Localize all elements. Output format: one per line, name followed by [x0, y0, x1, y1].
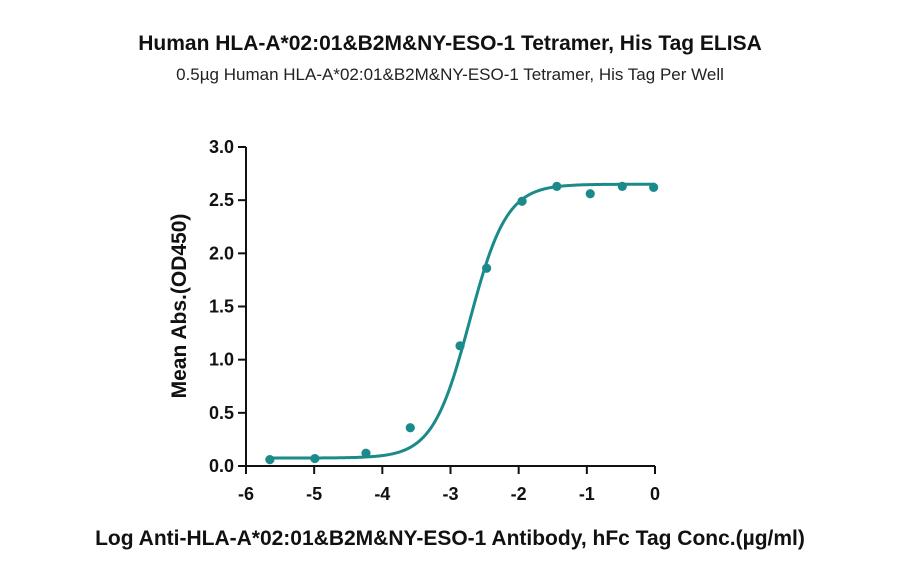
data-point	[455, 341, 465, 351]
x-tick-label: -6	[238, 484, 254, 504]
y-tick-label: 3.0	[209, 137, 234, 157]
data-point	[405, 423, 415, 433]
x-tick-label: -1	[579, 484, 595, 504]
x-tick-label: -4	[374, 484, 390, 504]
data-point	[310, 453, 320, 464]
y-tick-label: 0.5	[209, 403, 234, 423]
data-point	[585, 189, 595, 199]
data-point	[617, 181, 627, 191]
data-point	[517, 196, 527, 206]
x-tick-label: 0	[650, 484, 660, 504]
y-tick-label: 0.0	[209, 456, 234, 476]
fit-curve	[266, 182, 655, 460]
y-tick-label: 2.0	[209, 243, 234, 263]
x-tick-label: -2	[511, 484, 527, 504]
plot-area: 0.0 0.5 1.0 1.5 2.0 2.5 3.0 -6 -5 -4 -3 -2 -1 0	[209, 137, 660, 504]
y-ticks: 0.0 0.5 1.0 1.5 2.0 2.5 3.0	[209, 137, 246, 476]
chart-subtitle: 0.5µg Human HLA-A*02:01&B2M&NY-ESO-1 Tet…	[176, 65, 724, 84]
y-tick-label: 1.0	[209, 350, 234, 370]
data-point	[361, 448, 371, 458]
data-point	[265, 455, 275, 465]
x-tick-label: -5	[306, 484, 322, 504]
y-tick-label: 1.5	[209, 297, 234, 317]
x-tick-label: -3	[442, 484, 458, 504]
data-point	[649, 182, 659, 193]
data-points	[265, 181, 659, 465]
data-point	[482, 263, 492, 273]
y-tick-label: 2.5	[209, 190, 234, 210]
x-ticks: -6 -5 -4 -3 -2 -1 0	[238, 466, 660, 504]
chart-title: Human HLA-A*02:01&B2M&NY-ESO-1 Tetramer,…	[138, 32, 762, 55]
x-axis-label: Log Anti-HLA-A*02:01&B2M&NY-ESO-1 Antibo…	[95, 527, 805, 550]
data-point	[552, 181, 562, 191]
y-axis-label: Mean Abs.(OD450)	[168, 214, 191, 399]
